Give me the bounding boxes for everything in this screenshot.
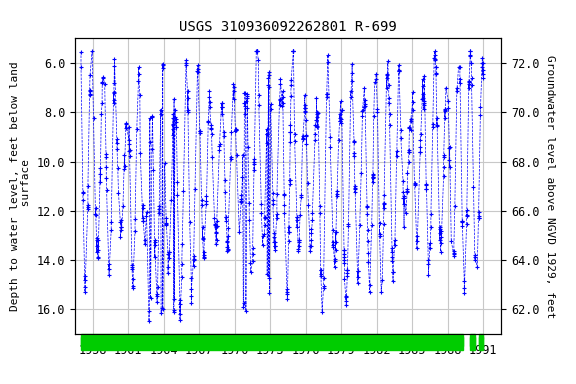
Bar: [81, 337, 463, 350]
Y-axis label: Groundwater level above NGVD 1929, feet: Groundwater level above NGVD 1929, feet: [545, 55, 555, 318]
Bar: [479, 337, 483, 350]
Bar: [81, 334, 463, 346]
Y-axis label: Depth to water level, feet below land
 surface: Depth to water level, feet below land su…: [9, 61, 31, 311]
Bar: [479, 334, 483, 346]
Bar: [471, 334, 475, 346]
Title: USGS 310936092262801 R-699: USGS 310936092262801 R-699: [179, 20, 397, 35]
Legend: Period of approved data: Period of approved data: [191, 381, 385, 384]
Bar: [471, 337, 475, 350]
